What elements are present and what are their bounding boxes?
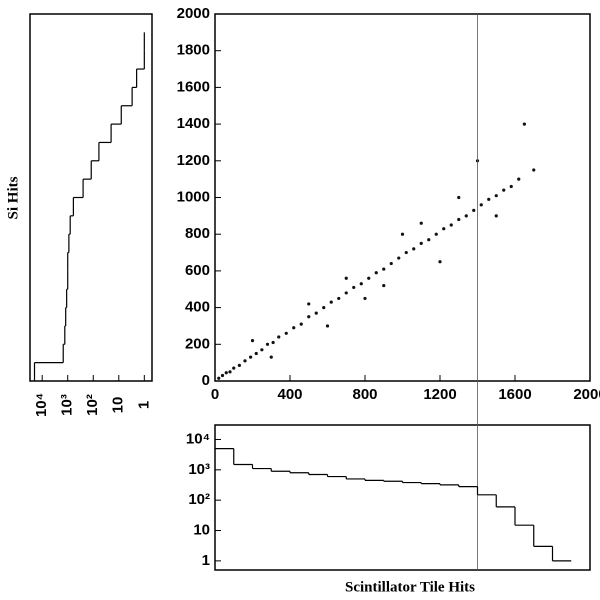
x-tick-label: 10² bbox=[84, 394, 101, 416]
point bbox=[265, 342, 270, 346]
x-tick-label: 1600 bbox=[498, 386, 531, 403]
point bbox=[427, 238, 431, 242]
x-tick-label: 800 bbox=[352, 386, 377, 403]
y-tick-label: 10 bbox=[193, 521, 210, 538]
point bbox=[487, 197, 491, 201]
point bbox=[457, 217, 461, 222]
y-tick-label: 200 bbox=[185, 335, 210, 352]
point bbox=[472, 208, 476, 212]
x-tick-label: 2000 bbox=[573, 386, 600, 403]
point bbox=[367, 276, 371, 280]
point bbox=[389, 261, 393, 266]
y-axis-title: Si Hits bbox=[5, 176, 21, 219]
point bbox=[292, 326, 296, 330]
point bbox=[400, 232, 405, 236]
point bbox=[271, 340, 275, 345]
point bbox=[307, 315, 311, 319]
point bbox=[307, 302, 311, 306]
point bbox=[434, 232, 438, 236]
x-tick-label: 1200 bbox=[423, 386, 456, 403]
x-tick-label: 10³ bbox=[59, 394, 76, 416]
x-tick-label: 1 bbox=[135, 401, 152, 409]
point bbox=[269, 355, 273, 359]
point bbox=[494, 214, 498, 218]
point bbox=[314, 311, 318, 315]
y-tick-label: 10² bbox=[188, 491, 210, 508]
point bbox=[382, 283, 386, 288]
y-tick-label: 1600 bbox=[177, 78, 210, 95]
point bbox=[260, 348, 264, 352]
point bbox=[249, 355, 253, 359]
point bbox=[517, 177, 521, 181]
y-tick-label: 600 bbox=[185, 262, 210, 279]
point bbox=[254, 351, 258, 356]
point bbox=[329, 300, 333, 304]
point bbox=[532, 168, 536, 172]
point bbox=[237, 363, 241, 368]
point bbox=[359, 282, 363, 286]
x-tick-label: 10⁴ bbox=[33, 393, 50, 417]
x-tick-label: 400 bbox=[277, 386, 302, 403]
point bbox=[419, 221, 423, 225]
point bbox=[217, 376, 221, 380]
x-axis-title: Scintillator Tile Hits bbox=[345, 579, 475, 595]
point bbox=[438, 260, 442, 264]
point bbox=[397, 256, 401, 260]
point bbox=[464, 214, 468, 218]
y-tick-label: 800 bbox=[185, 225, 210, 242]
scatter-frame bbox=[214, 13, 591, 382]
point bbox=[243, 359, 247, 363]
y-tick-label: 1200 bbox=[177, 152, 210, 169]
bottom-hist-frame bbox=[214, 424, 591, 571]
point bbox=[457, 195, 461, 200]
y-tick-label: 1 bbox=[202, 552, 210, 569]
point bbox=[322, 306, 326, 310]
y-tick-label: 10³ bbox=[188, 461, 210, 478]
point bbox=[220, 373, 225, 378]
point bbox=[419, 241, 423, 245]
y-tick-label: 400 bbox=[185, 299, 210, 316]
point bbox=[352, 285, 356, 290]
x-tick-label: 10 bbox=[110, 397, 127, 414]
y-tick-label: 1400 bbox=[177, 115, 210, 132]
point bbox=[522, 122, 526, 126]
x-tick-label: 0 bbox=[211, 386, 219, 403]
point bbox=[382, 267, 386, 271]
point bbox=[404, 250, 408, 255]
point bbox=[494, 194, 498, 198]
point bbox=[250, 339, 255, 343]
point bbox=[449, 223, 453, 227]
point bbox=[412, 247, 416, 251]
point bbox=[277, 335, 281, 339]
y-tick-label: 0 bbox=[202, 372, 210, 389]
point bbox=[502, 188, 506, 192]
point bbox=[344, 276, 348, 280]
y-tick-label: 2000 bbox=[177, 5, 210, 22]
point bbox=[232, 366, 236, 370]
point bbox=[344, 291, 348, 295]
y-tick-label: 1000 bbox=[177, 188, 210, 205]
y-tick-label: 10⁴ bbox=[186, 430, 210, 447]
point bbox=[479, 203, 483, 207]
point bbox=[374, 271, 378, 275]
point bbox=[224, 371, 228, 375]
point bbox=[509, 184, 513, 189]
point bbox=[337, 296, 341, 301]
point bbox=[363, 296, 367, 301]
y-tick-label: 1800 bbox=[177, 42, 210, 59]
point bbox=[299, 322, 303, 326]
point bbox=[442, 227, 446, 231]
left-hist-frame bbox=[29, 13, 153, 382]
point bbox=[325, 324, 330, 328]
point bbox=[228, 370, 232, 374]
point bbox=[284, 331, 288, 335]
